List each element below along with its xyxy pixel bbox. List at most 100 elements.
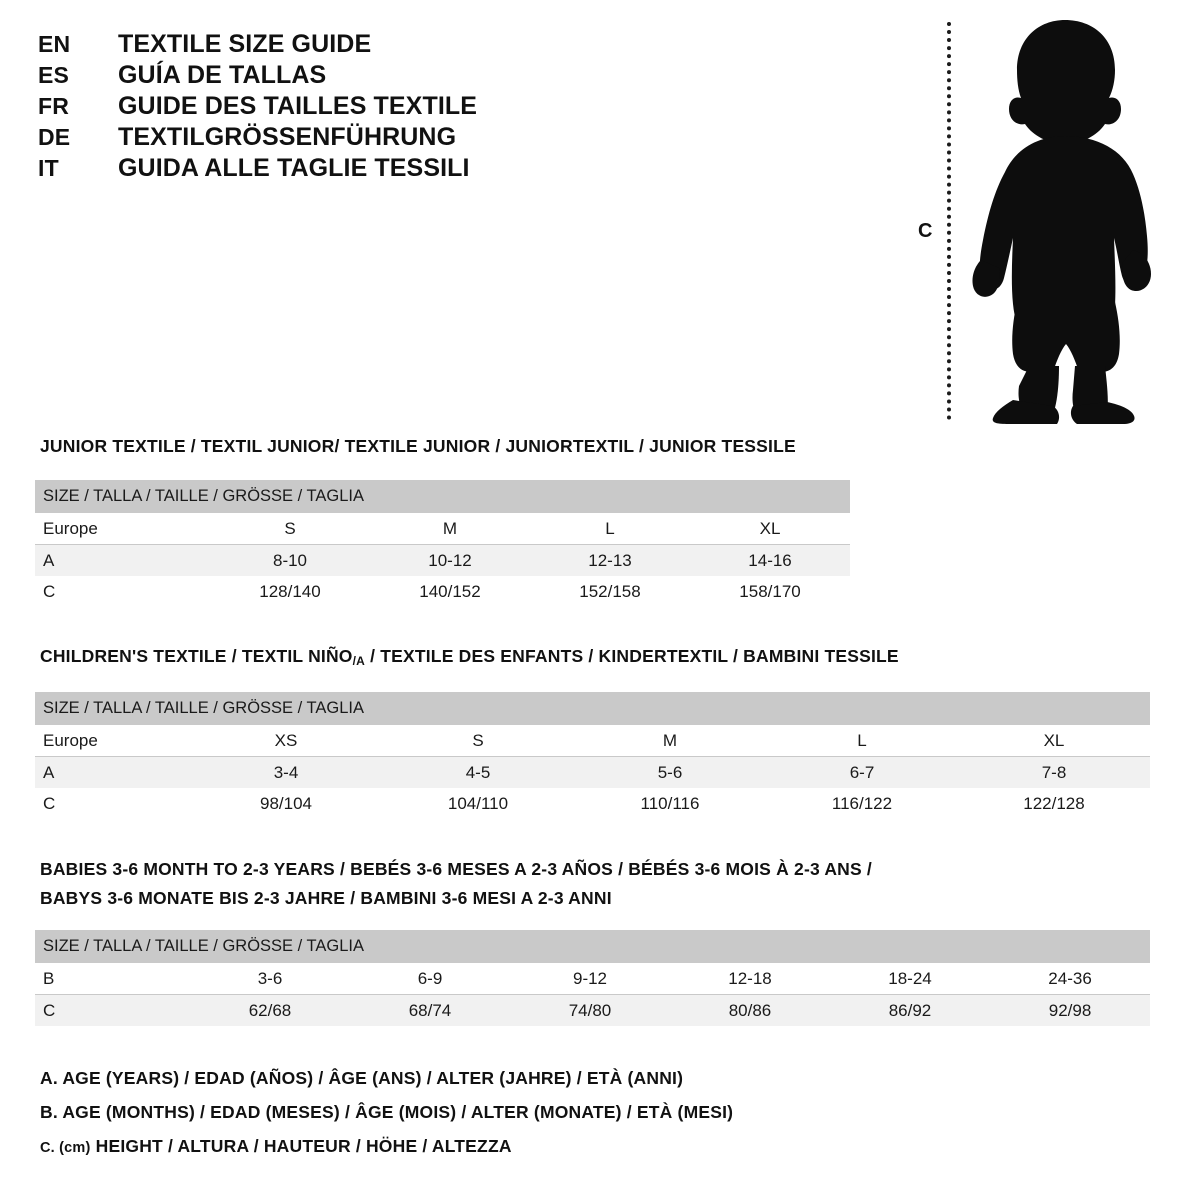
guide-title-de: TEXTILGRÖSSENFÜHRUNG: [118, 123, 457, 151]
children-age-l: 6-7: [766, 757, 958, 788]
children-height-s: 104/110: [382, 788, 574, 819]
language-row-fr: FR GUIDE DES TAILLES TEXTILE: [38, 92, 598, 123]
babies-row-months-label: B: [35, 963, 190, 994]
junior-divider-1: [35, 544, 851, 545]
babies-height-3: 74/80: [510, 995, 670, 1026]
junior-row-height: C 128/140 140/152 152/158 158/170: [35, 576, 851, 607]
children-table-band-row: SIZE / TALLA / TAILLE / GRÖSSE / TAGLIA: [35, 692, 1150, 725]
babies-divider-1: [35, 994, 1151, 995]
children-age-xs: 3-4: [190, 757, 382, 788]
language-row-en: EN TEXTILE SIZE GUIDE: [38, 30, 598, 61]
section-title-children-sub: /A: [352, 654, 366, 668]
children-size-l: L: [766, 725, 958, 756]
children-size-m: M: [574, 725, 766, 756]
language-code-es: ES: [38, 62, 70, 88]
junior-age-s: 8-10: [210, 545, 370, 576]
junior-age-m: 10-12: [370, 545, 530, 576]
children-age-m: 5-6: [574, 757, 766, 788]
section-title-children-post: / TEXTILE DES ENFANTS / KINDERTEXTIL / B…: [365, 646, 899, 666]
height-measure-dotted-line: [947, 22, 951, 420]
junior-row-age: A 8-10 10-12 12-13 14-16: [35, 545, 851, 576]
language-code-fr: FR: [38, 93, 70, 119]
children-divider-1: [35, 756, 1150, 757]
children-height-xs: 98/104: [190, 788, 382, 819]
babies-months-1: 3-6: [190, 963, 350, 994]
junior-band-label: SIZE / TALLA / TAILLE / GRÖSSE / TAGLIA: [35, 480, 851, 513]
babies-height-1: 62/68: [190, 995, 350, 1026]
junior-row-age-label: A: [35, 545, 210, 576]
junior-size-m: M: [370, 513, 530, 544]
babies-row-height: C 62/68 68/74 74/80 80/86 86/92 92/98: [35, 995, 1151, 1026]
babies-height-4: 80/86: [670, 995, 830, 1026]
babies-height-6: 92/98: [990, 995, 1151, 1026]
junior-age-xl: 14-16: [690, 545, 851, 576]
babies-table-band-row: SIZE / TALLA / TAILLE / GRÖSSE / TAGLIA: [35, 930, 1151, 963]
junior-height-s: 128/140: [210, 576, 370, 607]
babies-row-months: B 3-6 6-9 9-12 12-18 18-24 24-36: [35, 963, 1151, 994]
children-height-xl: 122/128: [958, 788, 1150, 819]
children-band-label: SIZE / TALLA / TAILLE / GRÖSSE / TAGLIA: [35, 692, 1150, 725]
section-title-babies-line2: BABYS 3-6 MONATE BIS 2-3 JAHRE / BAMBINI…: [40, 888, 612, 908]
language-code-en: EN: [38, 31, 71, 57]
children-size-xl: XL: [958, 725, 1150, 756]
legend-line-c: C. (cm) HEIGHT / ALTURA / HAUTEUR / HÖHE…: [40, 1136, 1140, 1170]
height-marker-label: C: [918, 220, 933, 242]
legend-line-b: B. AGE (MONTHS) / EDAD (MESES) / ÂGE (MO…: [40, 1102, 734, 1122]
children-size-s: S: [382, 725, 574, 756]
junior-row-europe: Europe S M L XL: [35, 513, 851, 544]
babies-months-5: 18-24: [830, 963, 990, 994]
guide-title-en: TEXTILE SIZE GUIDE: [118, 30, 372, 58]
junior-size-table: SIZE / TALLA / TAILLE / GRÖSSE / TAGLIA …: [35, 480, 851, 607]
children-row-age: A 3-4 4-5 5-6 6-7 7-8: [35, 757, 1150, 788]
language-title-block: EN TEXTILE SIZE GUIDE ES GUÍA DE TALLAS …: [38, 30, 598, 185]
children-row-age-label: A: [35, 757, 190, 788]
junior-size-xl: XL: [690, 513, 851, 544]
legend-line-c-text: HEIGHT / ALTURA / HAUTEUR / HÖHE / ALTEZ…: [90, 1136, 512, 1156]
babies-height-2: 68/74: [350, 995, 510, 1026]
junior-row-europe-label: Europe: [35, 513, 210, 544]
children-age-xl: 7-8: [958, 757, 1150, 788]
children-age-s: 4-5: [382, 757, 574, 788]
children-size-table: SIZE / TALLA / TAILLE / GRÖSSE / TAGLIA …: [35, 692, 1150, 819]
language-code-it: IT: [38, 155, 59, 181]
junior-age-l: 12-13: [530, 545, 690, 576]
section-title-children: CHILDREN'S TEXTILE / TEXTIL NIÑO/A / TEX…: [40, 646, 899, 668]
junior-size-l: L: [530, 513, 690, 544]
language-row-it: IT GUIDA ALLE TAGLIE TESSILI: [38, 154, 598, 185]
junior-height-l: 152/158: [530, 576, 690, 607]
babies-band-label: SIZE / TALLA / TAILLE / GRÖSSE / TAGLIA: [35, 930, 1151, 963]
junior-size-s: S: [210, 513, 370, 544]
children-height-l: 116/122: [766, 788, 958, 819]
junior-height-xl: 158/170: [690, 576, 851, 607]
children-row-europe: Europe XS S M L XL: [35, 725, 1150, 756]
height-reference-figure: C: [900, 14, 1180, 424]
legend-line-a: A. AGE (YEARS) / EDAD (AÑOS) / ÂGE (ANS)…: [40, 1068, 684, 1088]
babies-months-2: 6-9: [350, 963, 510, 994]
section-title-children-pre: CHILDREN'S TEXTILE / TEXTIL NIÑO: [40, 646, 353, 666]
babies-height-5: 86/92: [830, 995, 990, 1026]
babies-months-3: 9-12: [510, 963, 670, 994]
babies-months-4: 12-18: [670, 963, 830, 994]
language-row-es: ES GUÍA DE TALLAS: [38, 61, 598, 92]
guide-title-es: GUÍA DE TALLAS: [118, 61, 327, 89]
guide-title-it: GUIDA ALLE TAGLIE TESSILI: [118, 154, 470, 182]
junior-row-height-label: C: [35, 576, 210, 607]
babies-months-6: 24-36: [990, 963, 1151, 994]
section-title-babies-line1: BABIES 3-6 MONTH TO 2-3 YEARS / BEBÉS 3-…: [40, 859, 872, 879]
children-height-m: 110/116: [574, 788, 766, 819]
language-row-de: DE TEXTILGRÖSSENFÜHRUNG: [38, 123, 598, 154]
junior-table-band-row: SIZE / TALLA / TAILLE / GRÖSSE / TAGLIA: [35, 480, 851, 513]
language-code-de: DE: [38, 124, 71, 150]
child-silhouette-icon: [972, 20, 1151, 424]
section-title-junior: JUNIOR TEXTILE / TEXTIL JUNIOR/ TEXTILE …: [40, 436, 796, 456]
children-size-xs: XS: [190, 725, 382, 756]
babies-row-height-label: C: [35, 995, 190, 1026]
children-row-europe-label: Europe: [35, 725, 190, 756]
legend-block: A. AGE (YEARS) / EDAD (AÑOS) / ÂGE (ANS)…: [40, 1068, 1140, 1170]
guide-title-fr: GUIDE DES TAILLES TEXTILE: [118, 92, 478, 120]
children-row-height: C 98/104 104/110 110/116 116/122 122/128: [35, 788, 1150, 819]
babies-size-table: SIZE / TALLA / TAILLE / GRÖSSE / TAGLIA …: [35, 930, 1151, 1026]
junior-height-m: 140/152: [370, 576, 530, 607]
children-row-height-label: C: [35, 788, 190, 819]
legend-line-c-unit: C. (cm): [40, 1140, 91, 1156]
